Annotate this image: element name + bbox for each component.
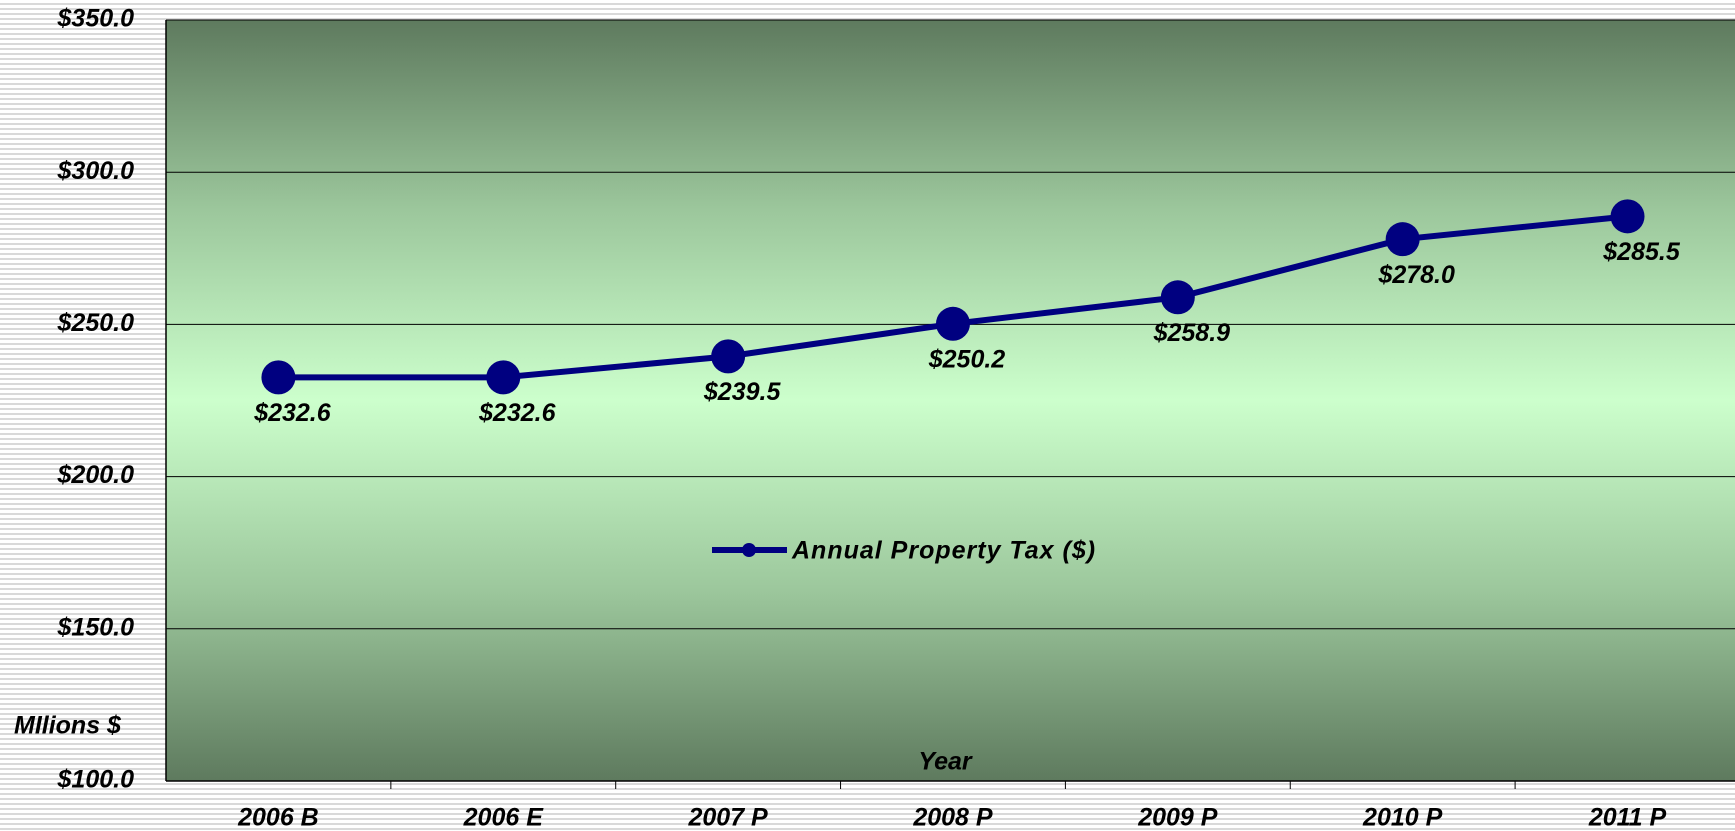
y-axis-label: MIlions $ [14, 712, 122, 740]
x-tick-label: 2009 P [1137, 804, 1218, 831]
data-label: $285.5 [1602, 238, 1681, 266]
y-tick-label: $300.0 [57, 157, 135, 185]
x-tick-label: 2011 P [1588, 804, 1667, 831]
marker [1610, 199, 1645, 234]
marker [1385, 222, 1420, 257]
x-axis-label: Year [918, 748, 973, 776]
data-label: $232.6 [478, 399, 557, 427]
x-tick-label: 2010 P [1362, 804, 1443, 831]
y-tick-label: $250.0 [57, 309, 135, 337]
x-tick-label: 2007 P [688, 804, 769, 831]
data-label: $239.5 [703, 378, 782, 406]
marker [935, 306, 970, 341]
data-label: $232.6 [253, 399, 332, 427]
x-tick-label: 2006 B [237, 804, 319, 831]
y-tick-label: $350.0 [57, 5, 135, 33]
legend-marker [742, 543, 756, 557]
y-tick-label: $100.0 [57, 766, 135, 794]
x-tick-label: 2008 P [912, 804, 993, 831]
data-label: $278.0 [1377, 261, 1455, 289]
marker [486, 360, 521, 395]
marker [261, 360, 296, 395]
data-label: $250.2 [928, 345, 1006, 373]
plot-area [166, 20, 1735, 781]
legend-label: Annual Property Tax ($) [791, 537, 1096, 565]
marker [711, 339, 746, 374]
y-tick-label: $200.0 [57, 461, 135, 489]
marker [1160, 280, 1195, 315]
data-label: $258.9 [1153, 319, 1231, 347]
y-tick-label: $150.0 [57, 613, 135, 641]
x-tick-label: 2006 E [463, 804, 545, 831]
